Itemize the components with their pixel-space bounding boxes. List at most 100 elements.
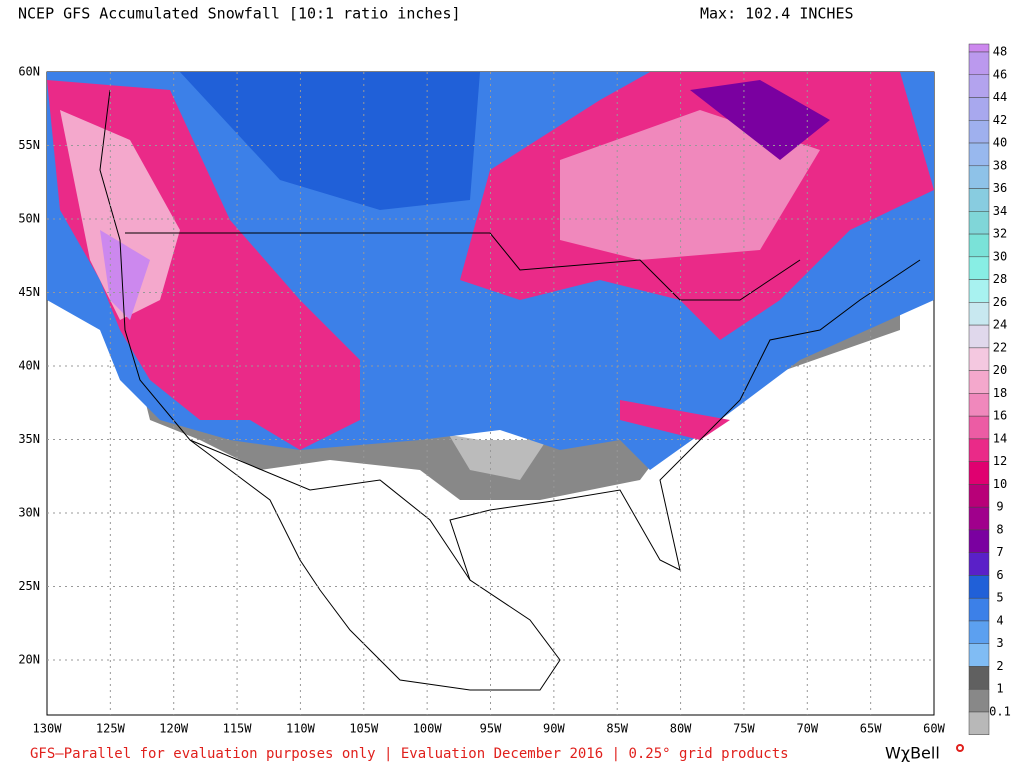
legend-label: 40 [993,136,1007,150]
legend-swatch [968,279,990,303]
legend-swatch [968,393,990,417]
legend-label: 1 [996,682,1003,696]
legend-label: 16 [993,409,1007,423]
lon-label: 75W [733,722,755,736]
legend-swatch [968,688,990,713]
lon-label: 110W [286,722,316,736]
footer-note: GFS–Parallel for evaluation purposes onl… [30,746,789,762]
lon-label: 85W [606,722,628,736]
lon-label: 60W [923,722,945,736]
legend-swatch [968,74,990,98]
legend-swatch [968,97,990,121]
lat-label: 45N [18,285,40,299]
legend-swatch [968,597,990,622]
border [189,439,471,581]
lon-label: 95W [480,722,502,736]
legend-swatch [968,233,990,258]
brand: WχBell [885,744,940,763]
legend-swatch [968,43,990,53]
snow-purple [100,230,150,320]
legend-label: 2 [996,659,1003,673]
legend-swatch [968,575,990,599]
lat-label: 35N [18,432,40,446]
max-value: Max: 102.4 INCHES [700,5,854,23]
legend-label: 3 [996,636,1003,650]
legend-swatch [968,711,990,736]
legend-label: 46 [993,67,1007,81]
legend-label: 10 [993,477,1007,491]
legend-swatch [968,324,990,349]
legend-swatch [968,188,990,212]
legend-label: 26 [993,295,1007,309]
lon-label: 100W [413,722,443,736]
legend-label: 42 [993,113,1007,127]
map [46,71,935,716]
brand-mark [956,744,964,752]
legend-label: 8 [996,522,1003,536]
lat-label: 30N [18,506,40,520]
legend-label: 18 [993,386,1007,400]
snow-pink-southeast [620,400,730,440]
lat-label: 25N [18,579,40,593]
legend-swatch [968,211,990,235]
legend-label: 6 [996,568,1003,582]
lon-label: 90W [543,722,565,736]
legend-label: 44 [993,90,1007,104]
legend-label: 22 [993,340,1007,354]
lat-label: 60N [18,65,40,79]
border [125,232,801,301]
legend-swatch [968,142,990,167]
lat-label: 20N [18,653,40,667]
legend-swatch [968,529,990,553]
lon-label: 125W [96,722,126,736]
legend-swatch [968,256,990,280]
snow-violet [690,80,830,160]
legend-label: 12 [993,454,1007,468]
lon-label: 80W [670,722,692,736]
legend-label: 14 [993,431,1007,445]
title: NCEP GFS Accumulated Snowfall [10:1 rati… [18,5,461,23]
legend-label: 9 [996,500,1003,514]
legend-label: 34 [993,204,1007,218]
legend-swatch [968,165,990,189]
legend-label: 5 [996,591,1003,605]
legend-label: 38 [993,158,1007,172]
legend-swatch [968,347,990,371]
legend-swatch [968,302,990,326]
legend-swatch [968,51,990,76]
lon-label: 120W [159,722,189,736]
legend-swatch [968,506,990,531]
lon-label: 130W [33,722,63,736]
legend-swatch [968,120,990,144]
legend-swatch [968,438,990,462]
legend-label: 20 [993,363,1007,377]
legend-swatch [968,370,990,394]
legend-label: 4 [996,613,1003,627]
legend-label: 48 [993,45,1007,59]
lat-label: 50N [18,212,40,226]
lon-label: 70W [796,722,818,736]
legend-swatch [968,643,990,667]
snow-dark-blue [180,72,480,210]
legend-swatch [968,620,990,644]
lat-label: 55N [18,138,40,152]
legend-swatch [968,552,990,576]
lon-label: 105W [349,722,379,736]
legend-label: 36 [993,181,1007,195]
legend-label: 7 [996,545,1003,559]
legend-label: 30 [993,249,1007,263]
legend-label: 24 [993,318,1007,332]
lon-label: 65W [860,722,882,736]
legend-label: 28 [993,272,1007,286]
legend-label: 0.1 [989,705,1011,719]
legend-swatch [968,484,990,508]
lon-label: 115W [223,722,253,736]
snow-light-east [560,110,820,260]
lat-label: 40N [18,359,40,373]
legend-swatch [968,461,990,485]
legend-swatch [968,415,990,440]
legend-swatch [968,666,990,690]
coastline [99,89,921,691]
snow-light-west [60,110,180,320]
